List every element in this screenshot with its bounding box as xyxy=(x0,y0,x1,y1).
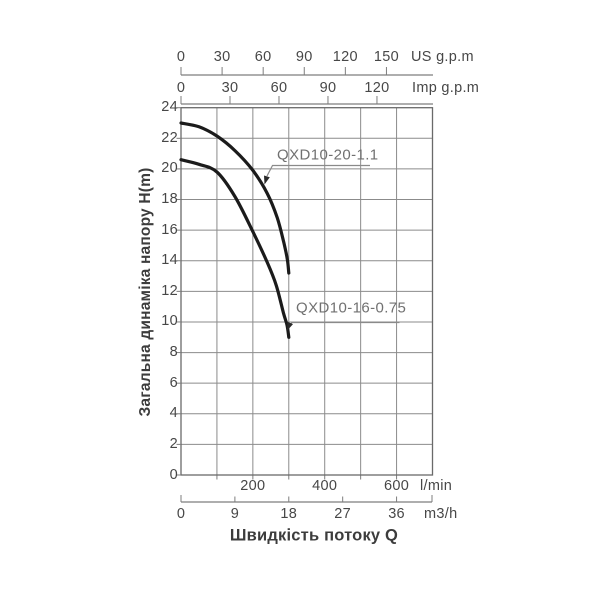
curve-2-leader-line xyxy=(288,321,400,327)
us-gpm-tick-label: 0 xyxy=(176,48,186,65)
imp-gpm-axis-unit: Imp g.p.m xyxy=(412,79,480,96)
m3h-tick-label: 18 xyxy=(280,505,298,522)
pump-curve-qxd10-16-0.75 xyxy=(179,158,291,339)
y-tick-label: 20 xyxy=(161,160,178,177)
m3h-axis-unit: m3/h xyxy=(424,505,458,522)
curve-2-leader-arrowhead xyxy=(287,321,293,331)
us-gpm-axis-unit: US g.p.m xyxy=(411,48,474,65)
y-tick-label: 14 xyxy=(161,252,178,269)
curve-1-leader-arrowhead xyxy=(264,175,270,185)
y-tick-label: 0 xyxy=(169,466,178,483)
y-tick-label: 4 xyxy=(169,405,178,422)
lmin-axis-unit: l/min xyxy=(420,477,453,494)
lmin-tick-label: 400 xyxy=(312,477,338,494)
imp-gpm-tick-label: 60 xyxy=(270,79,288,96)
imp-gpm-tick-label: 90 xyxy=(319,79,337,96)
x-axis-title: Швидкість потоку Q xyxy=(229,526,399,544)
us-gpm-tick-label: 60 xyxy=(254,48,272,65)
m3h-tick-label: 9 xyxy=(230,505,240,522)
y-tick-label: 8 xyxy=(169,344,178,361)
m3h-tick-label: 27 xyxy=(334,505,352,522)
us-gpm-tick-label: 120 xyxy=(332,48,358,65)
imp-gpm-tick-label: 0 xyxy=(176,79,186,96)
curve-label-qxd10-20-1-1: QXD10-20-1.1 xyxy=(277,146,379,164)
pump-curve-qxd10-20-1.1 xyxy=(179,121,291,275)
y-axis-title: Загальна динаміка напору H(m) xyxy=(137,167,154,417)
imp-gpm-tick-label: 120 xyxy=(364,79,390,96)
lmin-tick-label: 600 xyxy=(384,477,410,494)
m3h-tick-label: 36 xyxy=(388,505,405,522)
curve-label-qxd10-16-0-75: QXD10-16-0.75 xyxy=(296,299,407,316)
m3h-tick-label: 0 xyxy=(176,505,186,522)
y-tick-label: 18 xyxy=(161,191,178,208)
y-tick-label: 12 xyxy=(161,282,178,299)
y-tick-label: 24 xyxy=(161,99,178,116)
curve-1-leader-line xyxy=(266,164,370,177)
us-gpm-tick-label: 150 xyxy=(373,48,399,65)
lmin-tick-label: 200 xyxy=(240,477,266,494)
us-gpm-tick-label: 90 xyxy=(295,48,313,65)
imp-gpm-tick-label: 30 xyxy=(221,79,239,96)
y-tick-label: 2 xyxy=(169,435,178,452)
y-tick-label: 16 xyxy=(161,221,178,238)
y-tick-label: 6 xyxy=(169,374,178,391)
y-tick-label: 22 xyxy=(161,129,178,146)
y-tick-label: 10 xyxy=(161,313,178,330)
us-gpm-tick-label: 30 xyxy=(213,48,231,65)
